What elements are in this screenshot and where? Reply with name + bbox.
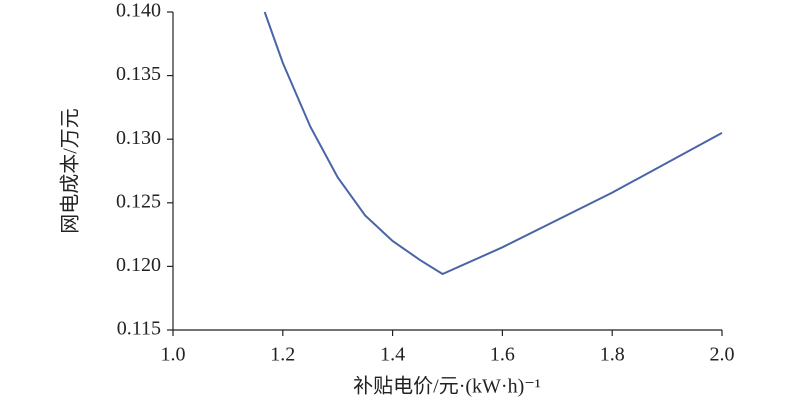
y-axis-label: 网电成本/万元: [59, 108, 82, 234]
x-tick-label: 2.0: [710, 344, 735, 366]
y-tick-label: 0.120: [116, 254, 161, 276]
y-tick-label: 0.115: [117, 318, 161, 340]
y-tick-label: 0.140: [116, 0, 161, 22]
x-tick-label: 1.4: [380, 344, 405, 366]
x-tick-label: 1.0: [161, 344, 186, 366]
x-tick-label: 1.8: [600, 344, 625, 366]
y-tick-label: 0.135: [116, 63, 161, 85]
x-tick-label: 1.2: [270, 344, 295, 366]
x-axis-label: 补贴电价/元·(kW·h)⁻¹: [353, 375, 541, 398]
x-tick-label: 1.6: [490, 344, 515, 366]
y-tick-label: 0.130: [116, 127, 161, 149]
y-tick-label: 0.125: [116, 190, 161, 212]
line-series: [263, 11, 723, 276]
